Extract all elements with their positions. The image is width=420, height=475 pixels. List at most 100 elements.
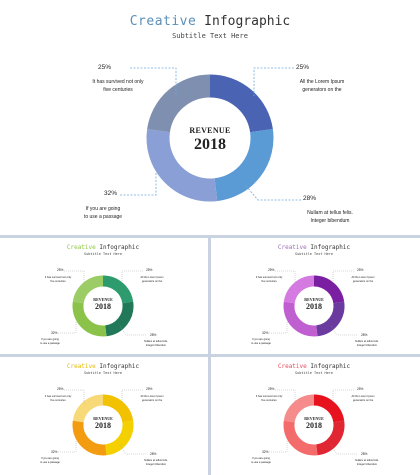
thumb-title-rest: Infographic [95, 363, 140, 370]
thumb-donut-segment-1 [283, 275, 315, 304]
thumb-subtitle: Subtitle Text Here [295, 252, 333, 256]
thumb-title-rest: Infographic [306, 244, 351, 251]
thumb-pct: 32% [51, 450, 58, 454]
callout-line: five centuries [103, 87, 133, 93]
callout-line: It has survived not only [92, 79, 144, 85]
thumb-donut-segment-4 [72, 420, 107, 456]
callout-leader-line [330, 325, 357, 336]
callout-text-bottom-right: Nullam at tellus felis. Integer bibendum [290, 209, 370, 225]
thumb-subtitle: Subtitle Text Here [295, 371, 333, 375]
thumb-callout-text: It has survived not only five centuries [255, 276, 283, 283]
thumb-pct: 32% [262, 450, 269, 454]
thumb-donut-segment-3 [315, 420, 345, 456]
thumb-donut-chart [58, 270, 146, 337]
thumb-pct: 25% [357, 387, 364, 391]
thumb-title: Creative Infographic [211, 363, 417, 370]
callout-leader-line [269, 321, 288, 334]
thumb-pct: 25% [57, 268, 64, 272]
thumb-center-small: REVENUE [93, 297, 113, 302]
thumb-pct: 25% [146, 387, 153, 391]
donut-chart [120, 67, 302, 202]
callout-leader-line [58, 321, 77, 334]
callout-pct-bottom-left: 32% [104, 190, 118, 197]
thumb-center-year: 2018 [306, 421, 322, 430]
thumb-pct: 28% [361, 333, 368, 337]
slide-subtitle: Subtitle Text Here [172, 32, 248, 40]
thumb-donut-segment-4 [283, 420, 318, 456]
thumb-title-rest: Infographic [95, 244, 140, 251]
callout-leader-line [121, 270, 143, 284]
thumb-pct: 25% [357, 268, 364, 272]
callout-leader-line [332, 389, 354, 403]
thumb-title: Creative Infographic [211, 244, 417, 251]
callout-leader-line [119, 325, 146, 336]
donut-segment-1 [147, 74, 211, 133]
thumb-title-accent: Creative [277, 363, 307, 370]
thumb-title: Creative Infographic [0, 244, 206, 251]
callout-text-top-left: It has survived not only five centuries [78, 78, 158, 94]
callout-line: to use a passage [83, 214, 123, 220]
callout-line: If you are going [85, 206, 121, 212]
thumb-callout-text: Nullam at tellus felis. Integer bibendum [355, 340, 379, 347]
thumb-donut-segment-3 [104, 420, 134, 456]
thumb-callout-text: If you are going to use a passage [251, 338, 271, 345]
thumb-title-rest: Infographic [306, 363, 351, 370]
callout-line: Nullam at tellus felis. [307, 210, 353, 216]
thumb-title: Creative Infographic [0, 363, 206, 370]
thumb-title-accent: Creative [66, 244, 96, 251]
thumb-donut-segment-2 [313, 394, 345, 423]
thumbnail-slide-green[interactable]: Creative Infographic Subtitle Text Here … [0, 238, 206, 354]
thumb-donut-segment-2 [102, 394, 134, 423]
callout-leader-line [130, 67, 177, 96]
callout-line: All the Lorem Ipsum [299, 79, 345, 85]
thumb-center-label: REVENUE 2018 [83, 416, 123, 430]
thumb-center-label: REVENUE 2018 [294, 416, 334, 430]
callout-leader-line [64, 389, 85, 403]
thumb-callout-text: All the Lorem Ipsum generators on the [351, 276, 375, 283]
callout-leader-line [121, 389, 143, 403]
thumb-center-label: REVENUE 2018 [83, 297, 123, 311]
thumb-pct: 32% [262, 331, 269, 335]
thumb-callout-text: All the Lorem Ipsum generators on the [351, 395, 375, 402]
thumb-donut-segment-1 [72, 394, 104, 423]
thumb-callout-text: It has survived not only five centuries [44, 276, 72, 283]
thumb-callout-text: It has survived not only five centuries [44, 395, 72, 402]
callout-leader-line [269, 440, 288, 453]
thumb-donut-segment-4 [72, 301, 107, 337]
thumb-pct: 25% [268, 387, 275, 391]
main-slide: Creative Infographic Subtitle Text Here … [0, 0, 420, 235]
thumb-donut-segment-3 [104, 301, 134, 337]
thumb-callout-text: Nullam at tellus felis. Integer bibendum [355, 459, 379, 466]
thumb-donut-chart [58, 389, 146, 456]
thumb-pct: 28% [150, 452, 157, 456]
donut-segment-3 [214, 128, 274, 202]
thumb-subtitle: Subtitle Text Here [84, 252, 122, 256]
callout-line: Integer bibendum [310, 218, 350, 224]
thumbnail-slide-yellow[interactable]: Creative Infographic Subtitle Text Here … [0, 357, 206, 473]
thumb-pct: 32% [51, 331, 58, 335]
thumb-pct: 25% [268, 268, 275, 272]
slide-title: Creative Infographic [0, 14, 420, 29]
thumb-callout-text: All the Lorem Ipsum generators on the [140, 276, 164, 283]
callout-text-top-right: All the Lorem Ipsum generators on the [282, 78, 362, 94]
thumb-title-accent: Creative [66, 363, 96, 370]
thumb-donut-segment-3 [315, 301, 345, 337]
thumbnail-slide-purple[interactable]: Creative Infographic Subtitle Text Here … [211, 238, 417, 354]
thumb-callout-text: Nullam at tellus felis. Integer bibendum [144, 459, 168, 466]
callout-leader-line [120, 172, 157, 196]
divider-vertical [208, 235, 211, 475]
thumb-donut-segment-4 [283, 301, 318, 337]
thumb-subtitle: Subtitle Text Here [84, 371, 122, 375]
callout-pct-top-left: 25% [98, 64, 112, 71]
thumb-donut-segment-1 [283, 394, 315, 423]
callout-leader-line [64, 270, 85, 284]
thumb-center-small: REVENUE [304, 416, 324, 421]
thumb-center-small: REVENUE [93, 416, 113, 421]
donut-segment-4 [146, 128, 218, 202]
callout-text-bottom-left: If you are going to use a passage [68, 205, 138, 221]
donut-center-label: REVENUE 2018 [170, 126, 250, 154]
thumbnail-slide-red[interactable]: Creative Infographic Subtitle Text Here … [211, 357, 417, 473]
callout-leader-line [245, 185, 302, 201]
title-rest: Infographic [196, 14, 291, 29]
thumb-center-year: 2018 [95, 302, 111, 311]
